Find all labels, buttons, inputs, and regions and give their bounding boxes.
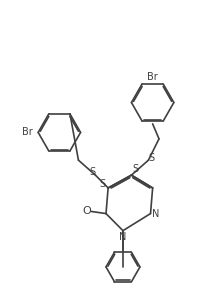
Text: Br: Br [147, 72, 158, 82]
Text: S: S [100, 179, 106, 189]
Text: N: N [152, 209, 159, 219]
Text: O: O [82, 206, 91, 216]
Text: S: S [133, 164, 139, 174]
Text: S: S [89, 167, 95, 177]
Text: Br: Br [22, 127, 33, 138]
Text: S: S [149, 153, 155, 163]
Text: N: N [119, 232, 127, 242]
